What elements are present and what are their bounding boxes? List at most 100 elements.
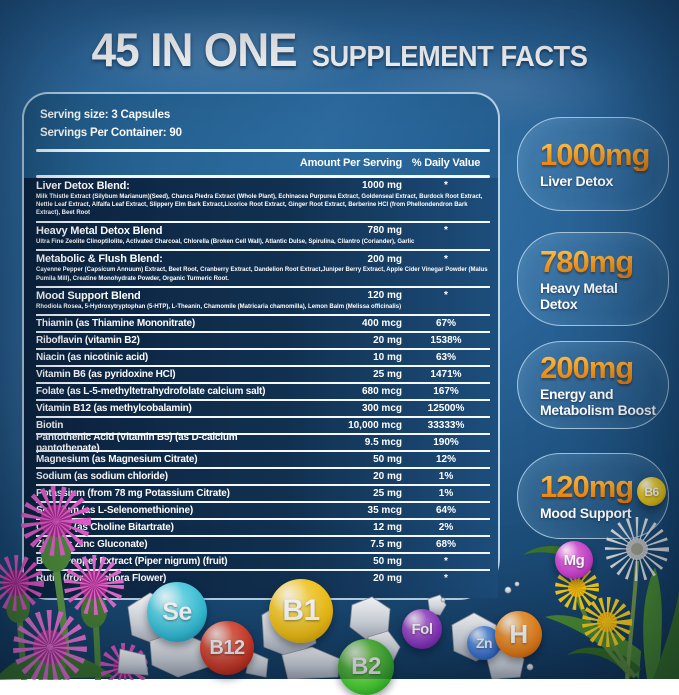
table-header: Amount Per Serving % Daily Value (36, 152, 490, 175)
blend-row: Metabolic & Flush Blend: 200 mg * Cayenn… (36, 249, 490, 286)
daily-value: * (444, 556, 448, 568)
ingredient-name: Zinc (as Zinc Gluconate) (36, 539, 148, 551)
blend-ingredients: Milk Thistle Extract (Silybum Marianum)(… (36, 193, 483, 217)
header-amount: Amount Per Serving (299, 157, 402, 170)
folate-ball: Fol (402, 609, 442, 649)
ingredient-name: Niacin (as nicotinic acid) (36, 352, 149, 364)
table-row: Zinc (as Zinc Gluconate) 7.5 mg 68% (36, 535, 490, 552)
daily-value: * (444, 180, 448, 192)
amount-value: 400 mcg (361, 318, 402, 330)
callout-liver-detox: 1000mg Liver Detox (517, 117, 669, 211)
table-row: Vitamin B6 (as pyridoxine HCl) 25 mg 147… (36, 365, 490, 382)
daily-value: 12% (435, 454, 456, 466)
ingredient-name: Magnesium (as Magnesium Citrate) (36, 454, 198, 466)
daily-value: * (444, 290, 448, 302)
callout-heavy-metal-detox: 780mg Heavy Metal Detox (517, 232, 669, 326)
callout-amount: 120mg (540, 470, 658, 504)
table-row: Magnesium (as Magnesium Citrate) 50 mg 1… (36, 450, 490, 467)
table-row: Pantothenic Acid (Vitamin B5) (as D-calc… (36, 432, 490, 454)
blend-name: Metabolic & Flush Blend: (36, 253, 163, 266)
blend-ingredients: Rhodiola Rosea, 5-Hydroxytryptophan (5-H… (36, 303, 402, 310)
amount-value: 50 mg (373, 556, 402, 568)
callout-label: Liver Detox (540, 173, 613, 190)
daily-value: 1538% (430, 335, 462, 347)
ingredient-name: Biotin (36, 420, 64, 432)
amount-value: 300 mcg (361, 403, 402, 415)
blend-ingredients: Ultra Fine Zeolite Clinoptilolite, Activ… (36, 238, 415, 245)
daily-value: * (444, 573, 448, 585)
amount-value: 20 mg (373, 335, 402, 347)
amount-value: 25 mg (373, 369, 402, 381)
divider (36, 148, 490, 152)
amount-value: 20 mg (373, 573, 402, 585)
daily-value: 67% (435, 318, 456, 330)
amount-value: 12 mg (373, 522, 402, 534)
amount-value: 9.5 mcg (364, 437, 402, 449)
table-row: Thiamin (as Thiamine Mononitrate) 400 mc… (36, 314, 490, 331)
ball-label: B12 (209, 636, 245, 659)
amount-value: 780 mg (367, 225, 402, 237)
callout-amount: 200mg (540, 351, 658, 385)
header-daily-value: % Daily Value (411, 157, 481, 170)
ingredient-name: Sodium (as sodium chloride) (36, 471, 168, 483)
table-row: Folate (as L-5-methyltetrahydrofolate ca… (36, 382, 490, 399)
daily-value: 12500% (427, 403, 465, 415)
callout-energy-metabolism: 200mg Energy and Metabolism Boost (517, 341, 669, 429)
amount-value: 25 mg (373, 488, 402, 500)
ingredient-name: Thiamin (as Thiamine Mononitrate) (36, 318, 195, 330)
ingredient-name: Vitamin B12 (as methylcobalamin) (36, 403, 192, 415)
ball-label: B1 (282, 594, 320, 627)
daily-value: 63% (435, 352, 456, 364)
table-row: Niacin (as nicotinic acid) 10 mg 63% (36, 348, 490, 365)
ball-label: Se (162, 597, 192, 626)
cloud-decoration (60, 6, 390, 96)
ingredient-name: Choline (as Choline Bitartrate) (36, 522, 174, 534)
amount-value: 20 mg (373, 471, 402, 483)
daily-value: * (444, 225, 448, 237)
magnesium-ball: Mg (555, 541, 593, 579)
ingredient-name: Selenium (as L-Selenomethionine) (36, 505, 193, 517)
daily-value: 2% (438, 522, 454, 534)
ingredient-name: Potassium (from 78 mg Potassium Citrate) (36, 488, 230, 500)
title-sub: SUPPLEMENT FACTS (311, 41, 588, 73)
page-title: 45 IN ONE SUPPLEMENT FACTS (20, 22, 658, 77)
daily-value: * (444, 253, 448, 265)
callout-amount: 1000mg (540, 138, 658, 172)
table-row: Potassium (from 78 mg Potassium Citrate)… (36, 484, 490, 501)
amount-value: 10 mg (373, 352, 402, 364)
daily-value: 1471% (430, 369, 462, 381)
daily-value: 190% (433, 437, 459, 449)
table-row: Sodium (as sodium chloride) 20 mg 1% (36, 467, 490, 484)
daily-value: 1% (438, 488, 454, 500)
blend-row: Liver Detox Blend: 1000 mg * Milk Thistl… (36, 178, 490, 221)
supplement-facts-panel: Serving size: 3 Capsules Servings Per Co… (22, 92, 500, 600)
ingredient-name: Riboflavin (vitamin B2) (36, 335, 140, 347)
daily-value: 68% (435, 539, 456, 551)
ball-label: Fol (411, 620, 434, 638)
amount-value: 200 mg (367, 253, 402, 265)
ball-label: H (509, 619, 528, 649)
ingredient-name: Pantothenic Acid (Vitamin B5) (as D-calc… (36, 431, 238, 454)
amount-value: 50 mg (373, 454, 402, 466)
divider (36, 174, 490, 178)
servings-per-container: Servings Per Container: 90 (40, 126, 182, 139)
ingredient-table: Liver Detox Blend: 1000 mg * Milk Thistl… (24, 177, 498, 598)
daily-value: 64% (435, 505, 456, 517)
amount-value: 35 mcg (367, 505, 402, 517)
callout-amount: 780mg (540, 245, 658, 279)
vitamin-b2-ball: B2 (338, 639, 394, 695)
table-row: Selenium (as L-Selenomethionine) 35 mcg … (36, 501, 490, 518)
ball-label: B2 (351, 653, 381, 680)
table-row: Biotin 10,000 mcg 33333% (36, 416, 490, 433)
amount-value: 1000 mg (361, 180, 402, 192)
blend-name: Heavy Metal Detox Blend (36, 224, 163, 237)
ingredient-name: Black Pepper Extract (Piper nigrum) (fru… (36, 556, 228, 568)
daily-value: 1% (438, 471, 454, 483)
ball-label: Mg (563, 551, 585, 569)
table-row: Riboflavin (vitamin B2) 20 mg 1538% (36, 331, 490, 348)
callout-label: Energy and Metabolism Boost (540, 386, 656, 419)
table-row: Vitamin B12 (as methylcobalamin) 300 mcg… (36, 399, 490, 416)
serving-info: Serving size: 3 Capsules Servings Per Co… (36, 94, 490, 149)
daily-value: 33333% (427, 420, 465, 432)
